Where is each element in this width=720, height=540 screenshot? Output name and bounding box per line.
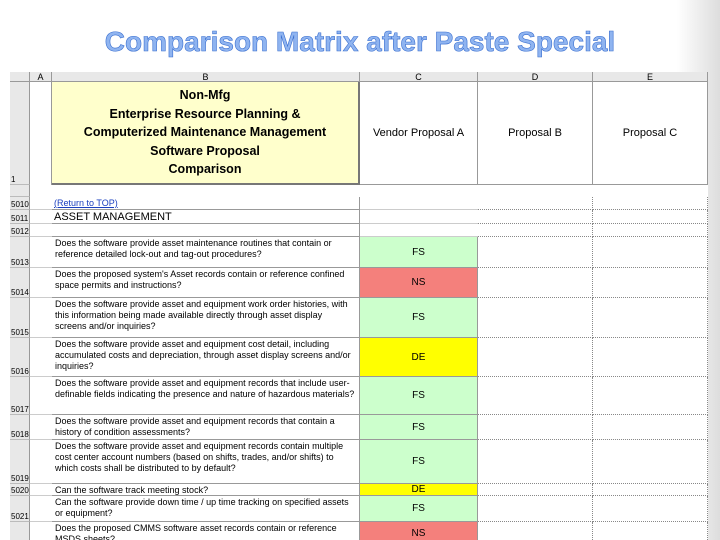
spreadsheet: A B C D E 1 Non-Mfg Enterprise Resource Plannin… bbox=[10, 72, 708, 540]
status-cell: FS bbox=[360, 415, 478, 440]
question-cell: Does the software provide asset and equi… bbox=[52, 338, 360, 377]
proposal-c-cell bbox=[593, 268, 708, 298]
heading-cell: Non-Mfg Enterprise Resource Planning & Com… bbox=[52, 82, 360, 185]
column-a-cell bbox=[30, 415, 52, 440]
proposal-c-cell bbox=[593, 338, 708, 377]
slide-title: Comparison Matrix after Paste Special bbox=[104, 26, 616, 58]
row-number: 1 bbox=[10, 82, 30, 185]
proposal-b-cell bbox=[478, 197, 593, 210]
question-cell: Does the software provide asset and equi… bbox=[52, 377, 360, 415]
column-a-cell bbox=[30, 197, 52, 210]
proposal-b-cell bbox=[478, 496, 593, 522]
question-cell: Does the software provide asset and equi… bbox=[52, 440, 360, 484]
proposal-b-cell bbox=[478, 440, 593, 484]
row-number bbox=[10, 522, 30, 540]
proposal-c-cell bbox=[593, 440, 708, 484]
vendor-header: Proposal B bbox=[478, 82, 593, 185]
column-header: A bbox=[30, 72, 52, 82]
heading-line: Comparison bbox=[168, 162, 242, 177]
proposal-b-cell bbox=[478, 484, 593, 496]
proposal-b-cell bbox=[478, 210, 593, 224]
column-a-cell bbox=[30, 82, 52, 185]
question-cell: ASSET MANAGEMENT bbox=[52, 210, 360, 224]
row-number: 5011 bbox=[10, 210, 30, 224]
proposal-c-cell bbox=[593, 377, 708, 415]
proposal-c-cell bbox=[593, 224, 708, 237]
question-cell bbox=[52, 224, 360, 237]
row-number: 5019 bbox=[10, 440, 30, 484]
status-cell: DE bbox=[360, 338, 478, 377]
row-number: 5017 bbox=[10, 377, 30, 415]
heading-line: Computerized Maintenance Management bbox=[83, 125, 327, 140]
proposal-c-cell bbox=[593, 197, 708, 210]
proposal-b-cell bbox=[478, 522, 593, 540]
column-a-cell bbox=[30, 440, 52, 484]
proposal-c-cell bbox=[593, 496, 708, 522]
column-header: E bbox=[593, 72, 708, 82]
column-a-cell bbox=[30, 224, 52, 237]
vendor-header: Proposal C bbox=[593, 82, 708, 185]
status-cell: DE bbox=[360, 484, 478, 496]
question-cell: Does the software provide asset and equi… bbox=[52, 415, 360, 440]
proposal-b-cell bbox=[478, 224, 593, 237]
status-cell: FS bbox=[360, 298, 478, 338]
question-cell: Does the software provide asset and equi… bbox=[52, 298, 360, 338]
row-number: 5013 bbox=[10, 237, 30, 268]
proposal-c-cell bbox=[593, 522, 708, 540]
column-a-cell bbox=[30, 522, 52, 540]
column-a-cell bbox=[30, 496, 52, 522]
column-a-cell bbox=[30, 484, 52, 496]
row-number: 5016 bbox=[10, 338, 30, 377]
heading-line: Enterprise Resource Planning & bbox=[109, 106, 301, 121]
status-cell: FS bbox=[360, 237, 478, 268]
row-number: 5015 bbox=[10, 298, 30, 338]
proposal-c-cell bbox=[593, 484, 708, 496]
status-cell: NS bbox=[360, 522, 478, 540]
column-a-cell bbox=[30, 210, 52, 224]
question-cell: Can the software provide down time / up … bbox=[52, 496, 360, 522]
proposal-c-cell bbox=[593, 210, 708, 224]
column-a-cell bbox=[30, 338, 52, 377]
row-number: 5010 bbox=[10, 197, 30, 210]
status-cell: FS bbox=[360, 377, 478, 415]
row-number: 5018 bbox=[10, 415, 30, 440]
question-cell: Does the software provide asset maintena… bbox=[52, 237, 360, 268]
row-number: 5021 bbox=[10, 496, 30, 522]
column-a-cell bbox=[30, 237, 52, 268]
status-cell bbox=[360, 224, 478, 237]
proposal-b-cell bbox=[478, 237, 593, 268]
proposal-c-cell bbox=[593, 298, 708, 338]
heading-line: Non-Mfg bbox=[179, 88, 231, 103]
column-a-cell bbox=[30, 298, 52, 338]
proposal-b-cell bbox=[478, 298, 593, 338]
proposal-b-cell bbox=[478, 415, 593, 440]
column-header: B bbox=[52, 72, 360, 82]
column-a-cell bbox=[30, 377, 52, 415]
proposal-c-cell bbox=[593, 415, 708, 440]
status-cell: FS bbox=[360, 440, 478, 484]
question-cell: Does the proposed CMMS software asset re… bbox=[52, 522, 360, 540]
heading-line: Software Proposal bbox=[150, 143, 260, 158]
proposal-b-cell bbox=[478, 377, 593, 415]
column-header: C bbox=[360, 72, 478, 82]
status-cell: FS bbox=[360, 496, 478, 522]
vendor-header: Vendor Proposal A bbox=[360, 82, 478, 185]
status-cell bbox=[360, 210, 478, 224]
proposal-b-cell bbox=[478, 268, 593, 298]
question-cell: (Return to TOP) bbox=[52, 197, 360, 210]
column-header: D bbox=[478, 72, 593, 82]
column-a-cell bbox=[30, 268, 52, 298]
question-cell: Can the software track meeting stock? bbox=[52, 484, 360, 496]
question-cell: Does the proposed system's Asset records… bbox=[52, 268, 360, 298]
proposal-b-cell bbox=[478, 338, 593, 377]
status-cell: NS bbox=[360, 268, 478, 298]
proposal-c-cell bbox=[593, 237, 708, 268]
row-number-spacer bbox=[10, 185, 30, 197]
row-number: 5020 bbox=[10, 484, 30, 496]
corner bbox=[10, 72, 30, 82]
row-number: 5012 bbox=[10, 224, 30, 237]
row-number: 5014 bbox=[10, 268, 30, 298]
status-cell bbox=[360, 197, 478, 210]
